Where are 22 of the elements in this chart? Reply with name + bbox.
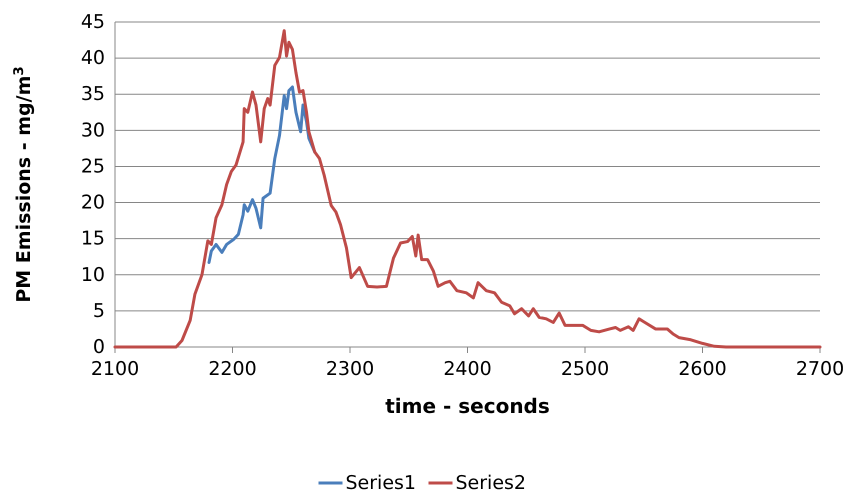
x-tick-label: 2300 bbox=[326, 358, 374, 380]
x-tick-label: 2600 bbox=[678, 358, 727, 380]
x-tick-label: 2700 bbox=[796, 358, 844, 380]
line-series bbox=[114, 29, 822, 348]
y-tick-label: 30 bbox=[80, 119, 105, 142]
y-tick-label: 0 bbox=[92, 336, 105, 358]
legend-label: Series2 bbox=[456, 472, 526, 494]
x-tick-label: 2500 bbox=[560, 358, 610, 380]
x-tick-label: 2400 bbox=[443, 358, 492, 380]
y-tick-label: 35 bbox=[80, 83, 105, 106]
y-tick-label: 15 bbox=[80, 228, 105, 250]
x-axis-title: time - seconds bbox=[385, 394, 550, 418]
y-tick-label: 10 bbox=[80, 264, 105, 286]
x-tick-label: 2100 bbox=[90, 358, 140, 380]
x-tick-label: 2200 bbox=[208, 358, 257, 380]
y-tick-label: 25 bbox=[80, 155, 105, 178]
line-series bbox=[208, 86, 316, 264]
y-tick-label: 45 bbox=[80, 11, 105, 33]
y-tick-label: 5 bbox=[92, 300, 105, 322]
y-tick-label: 20 bbox=[80, 192, 105, 214]
legend-label: Series1 bbox=[346, 472, 416, 494]
y-tick-label: 40 bbox=[80, 47, 105, 70]
